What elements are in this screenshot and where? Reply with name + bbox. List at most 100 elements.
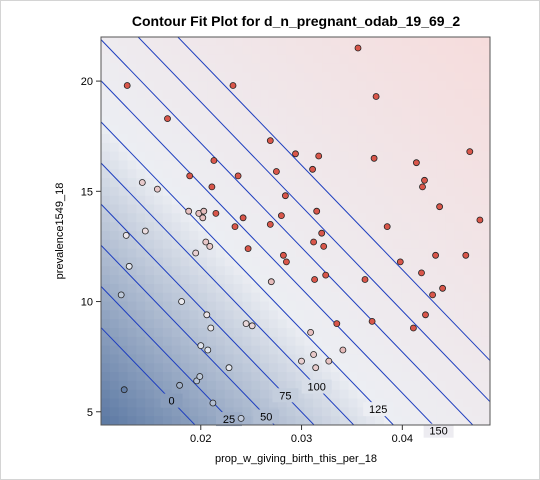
fill-cell	[127, 81, 137, 91]
fill-cell	[189, 116, 199, 126]
fill-cell	[109, 107, 120, 117]
fill-cell	[198, 54, 208, 65]
fill-cell	[472, 160, 482, 170]
data-points	[117, 44, 484, 422]
fill-cell	[145, 257, 155, 267]
fill-cell	[401, 204, 412, 214]
fill-cell	[286, 266, 297, 276]
fill-cell	[339, 363, 350, 373]
fill-cell	[242, 248, 252, 259]
fill-cell	[118, 248, 129, 259]
fill-cell	[375, 310, 385, 320]
fill-cell	[357, 169, 367, 179]
fill-cell	[154, 248, 164, 259]
fill-cell	[357, 345, 367, 356]
fill-cell	[366, 248, 376, 259]
fill-cell	[171, 257, 182, 267]
fill-cell	[162, 72, 173, 82]
fill-cell	[118, 178, 129, 188]
fill-cell	[472, 266, 482, 276]
fill-cell	[339, 125, 350, 135]
fill-cell	[207, 275, 217, 285]
fill-cell	[419, 248, 429, 259]
fill-cell	[445, 363, 456, 373]
fill-cell	[145, 37, 155, 47]
fill-cell	[428, 380, 438, 391]
fill-cell	[180, 195, 191, 206]
fill-cell	[313, 248, 323, 259]
fill-cell	[304, 186, 314, 197]
fill-cell	[171, 89, 182, 100]
fill-cell	[136, 266, 146, 276]
fill-cell	[136, 72, 146, 82]
fill-cell	[260, 45, 270, 56]
fill-cell	[268, 283, 279, 294]
fill-cell	[401, 275, 412, 285]
fill-cell	[410, 89, 420, 100]
fill-cell	[286, 178, 297, 188]
fill-cell	[463, 380, 473, 391]
fill-cell	[260, 301, 270, 311]
fill-cell	[410, 169, 420, 179]
fill-cell	[101, 363, 111, 373]
fill-cell	[145, 389, 155, 400]
fill-cell	[162, 37, 173, 47]
fill-cell	[260, 125, 270, 135]
fill-cell	[286, 142, 297, 153]
fill-cell	[136, 319, 146, 329]
fill-cell	[428, 363, 438, 373]
fill-cell	[127, 416, 137, 425]
fill-cell	[428, 204, 438, 214]
fill-cell	[322, 398, 332, 408]
fill-cell	[436, 345, 447, 356]
fill-cell	[401, 328, 412, 338]
contour-label: 150	[429, 426, 447, 438]
fill-cell	[401, 257, 412, 267]
fill-cell	[322, 54, 332, 65]
fill-cell	[339, 336, 350, 347]
data-point	[203, 311, 211, 319]
fill-cell	[348, 195, 358, 206]
fill-cell	[136, 151, 146, 162]
fill-cell	[233, 142, 244, 153]
fill-cell	[375, 345, 385, 356]
fill-cell	[481, 336, 490, 347]
fill-cell	[357, 142, 367, 153]
fill-cell	[260, 98, 270, 109]
fill-cell	[145, 169, 155, 179]
fill-cell	[481, 151, 490, 162]
fill-cell	[189, 319, 199, 329]
fill-cell	[472, 37, 482, 47]
fill-cell	[198, 81, 208, 91]
fill-cell	[233, 266, 244, 276]
fill-cell	[330, 266, 341, 276]
x-tick-label: 0.04	[392, 433, 413, 445]
fill-cell	[366, 257, 376, 267]
fill-cell	[154, 125, 164, 135]
fill-cell	[145, 63, 155, 73]
fill-cell	[171, 283, 182, 294]
data-point	[361, 276, 369, 283]
fill-cell	[127, 63, 137, 73]
fill-cell	[313, 257, 323, 267]
fill-cell	[286, 380, 297, 391]
fill-cell	[428, 81, 438, 91]
fill-cell	[295, 54, 305, 65]
fill-cell	[162, 345, 173, 356]
data-point	[204, 346, 212, 354]
data-point	[298, 357, 305, 365]
data-point	[138, 179, 146, 186]
fill-cell	[463, 407, 473, 417]
fill-cell	[472, 292, 482, 303]
fill-cell	[127, 248, 137, 259]
fill-cell	[322, 389, 332, 400]
fill-cell	[383, 231, 394, 241]
fill-cell	[436, 116, 447, 126]
fill-cell	[463, 178, 473, 188]
fill-cell	[207, 45, 217, 56]
fill-cell	[463, 239, 473, 250]
fill-cell	[436, 213, 447, 223]
fill-cell	[436, 178, 447, 188]
fill-cell	[277, 169, 288, 179]
